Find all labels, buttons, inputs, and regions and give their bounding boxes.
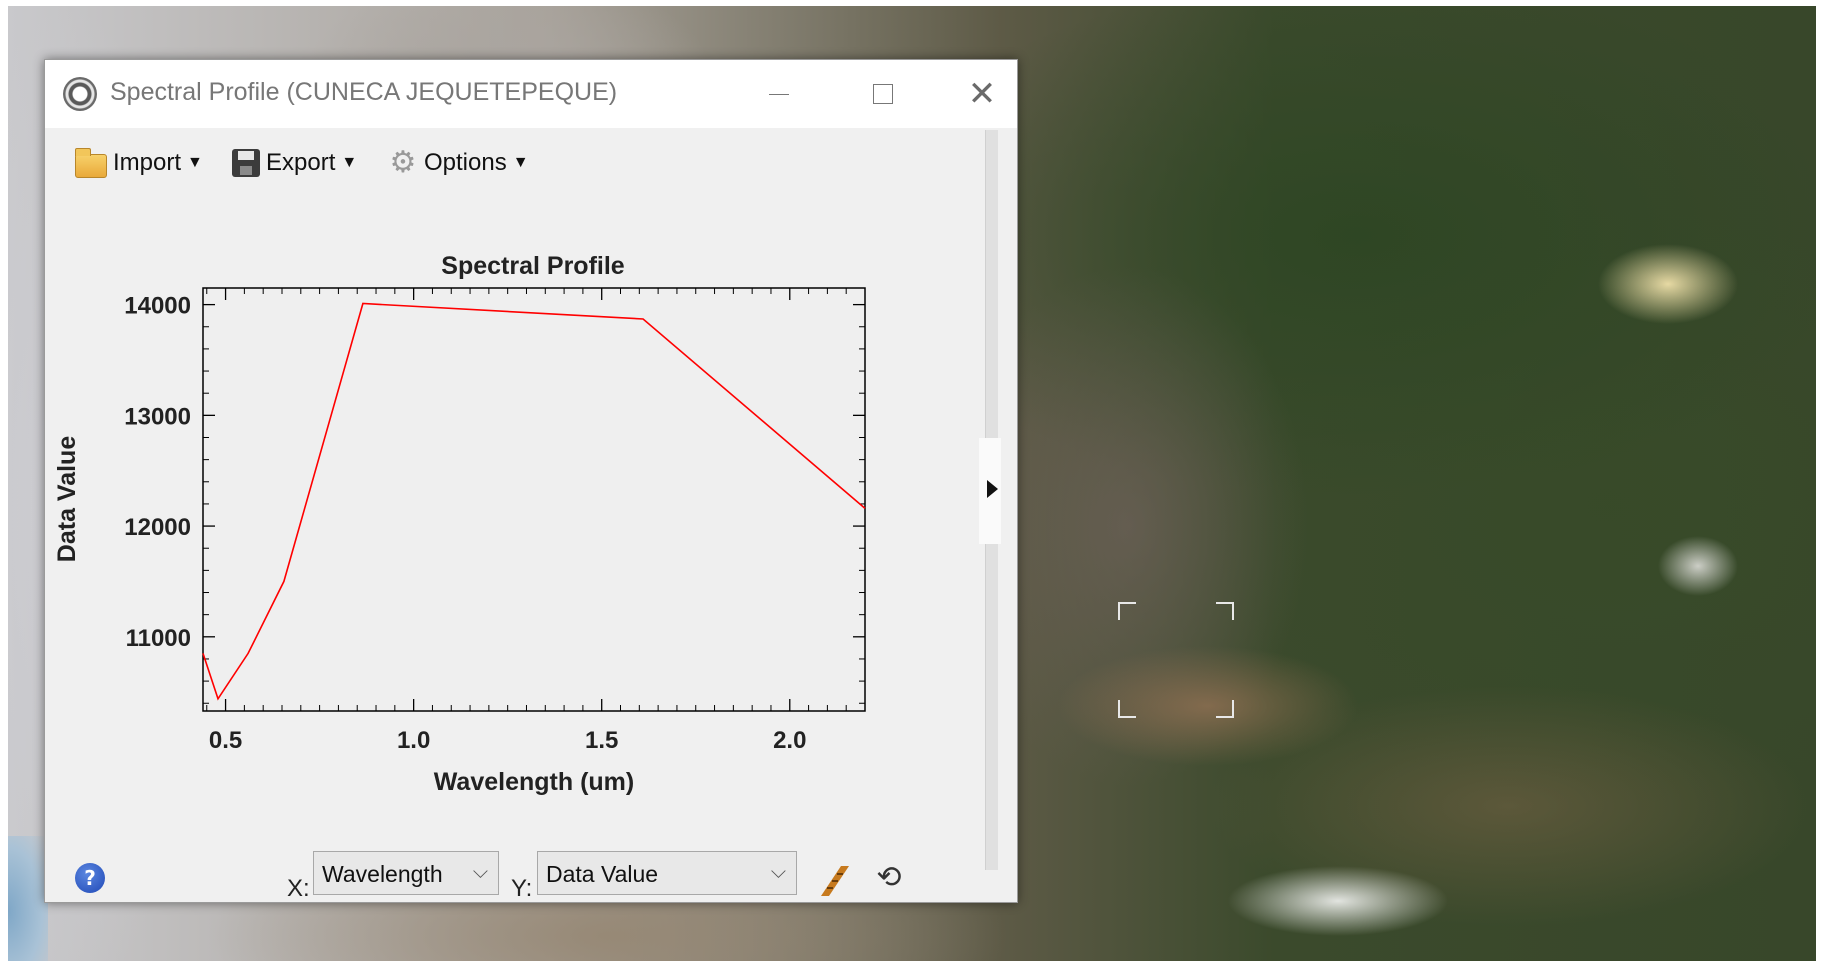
window-title: Spectral Profile (CUNECA JEQUETEPEQUE) xyxy=(110,78,618,106)
x-tick-label: 1.5 xyxy=(585,727,618,754)
spectral-profile-chart[interactable]: Spectral Profile 0.5 1.0 1.5 2.0 11000 12000 1… xyxy=(45,188,975,838)
y-axis-select-value: Data Value xyxy=(546,861,659,887)
options-button[interactable]: ⚙ Options ▼ xyxy=(388,146,529,180)
x-tick-label: 2.0 xyxy=(773,727,806,754)
refresh-icon[interactable]: ⟲ xyxy=(876,860,902,895)
help-icon[interactable]: ? xyxy=(75,863,105,893)
expand-arrow-icon[interactable] xyxy=(987,480,998,498)
x-selector-label: X: xyxy=(287,875,310,902)
minimize-icon[interactable] xyxy=(755,72,801,116)
folder-icon xyxy=(75,148,107,178)
chevron-down-icon: ⌵ xyxy=(472,861,488,883)
y-tick-label: 12000 xyxy=(124,514,191,541)
x-axis-label: Wavelength (um) xyxy=(434,768,634,796)
bottom-bar: ? X: Wavelength ⌵ Y: Data Value ⌵ ⟲ xyxy=(45,838,1017,902)
roi-corner-bottom-right xyxy=(1216,700,1234,718)
import-button[interactable]: Import ▼ xyxy=(75,146,203,180)
close-icon[interactable]: ✕ xyxy=(967,75,997,113)
export-label: Export xyxy=(266,149,336,176)
y-axis-select[interactable]: Data Value ⌵ xyxy=(537,851,797,895)
roi-corner-bottom-left xyxy=(1118,700,1136,718)
axis-ticks xyxy=(203,288,866,711)
x-tick-label: 1.0 xyxy=(397,727,430,754)
plot-style-icon[interactable] xyxy=(817,860,853,898)
y-tick-label: 13000 xyxy=(124,403,191,430)
y-axis-label: Data Value xyxy=(53,436,81,563)
lake-region xyxy=(8,836,48,961)
caret-down-icon: ▼ xyxy=(512,154,529,171)
import-label: Import xyxy=(113,149,182,176)
spectral-profile-window: Spectral Profile (CUNECA JEQUETEPEQUE) ✕… xyxy=(44,59,1018,903)
toolbar: Import ▼ Export ▼ ⚙ Options ▼ xyxy=(45,138,1017,188)
chevron-down-icon: ⌵ xyxy=(770,861,786,883)
options-label: Options xyxy=(424,149,507,176)
envi-globe-icon xyxy=(63,77,97,111)
series-line xyxy=(202,302,866,701)
roi-corner-top-left xyxy=(1118,602,1136,620)
y-selector-label: Y: xyxy=(511,875,533,902)
x-tick-label: 0.5 xyxy=(209,727,242,754)
plot-area xyxy=(202,287,866,712)
y-tick-label: 14000 xyxy=(124,293,191,320)
tick-labels: 0.5 1.0 1.5 2.0 11000 12000 13000 14000 xyxy=(124,293,806,754)
y-tick-label: 11000 xyxy=(126,625,191,652)
floppy-disk-icon xyxy=(232,149,260,177)
export-button[interactable]: Export ▼ xyxy=(232,146,357,180)
gear-icon: ⚙ xyxy=(389,146,417,179)
caret-down-icon: ▼ xyxy=(341,154,358,171)
roi-corner-top-right xyxy=(1216,602,1234,620)
x-axis-select[interactable]: Wavelength ⌵ xyxy=(313,851,499,895)
caret-down-icon: ▼ xyxy=(187,154,203,171)
title-bar[interactable]: Spectral Profile (CUNECA JEQUETEPEQUE) ✕ xyxy=(45,60,1017,128)
x-axis-select-value: Wavelength xyxy=(322,861,443,887)
chart-title: Spectral Profile xyxy=(441,252,624,280)
maximize-icon[interactable] xyxy=(860,72,906,116)
